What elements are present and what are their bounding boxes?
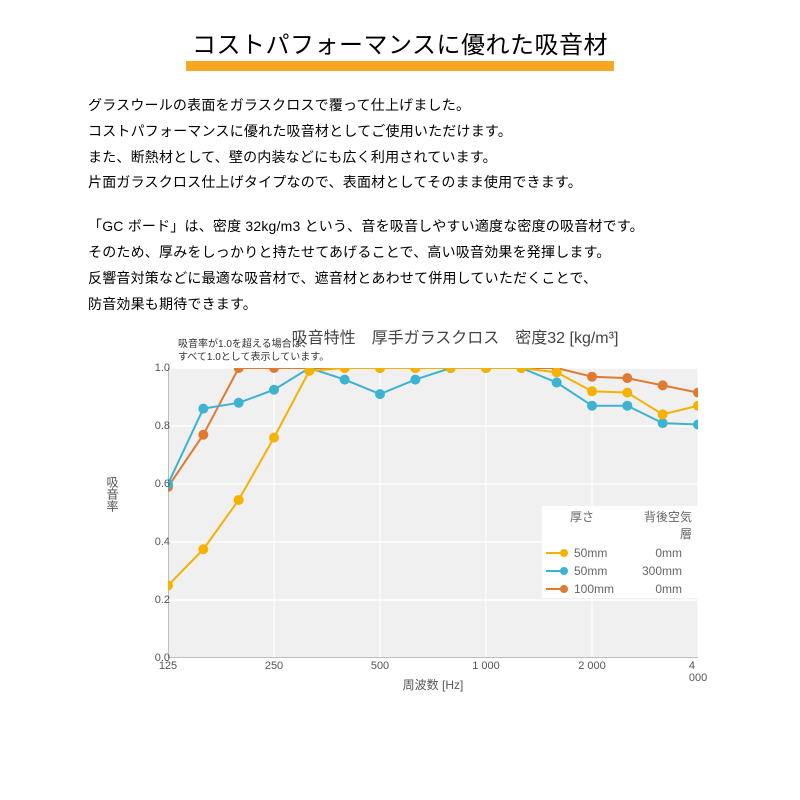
y-tick-label: 0.4 [120, 536, 170, 548]
y-axis-label: 吸音率 [104, 476, 121, 512]
legend-swatch [546, 549, 568, 557]
para1-line2: コストパフォーマンスに優れた吸音材としてご使用いただけます。 [88, 119, 712, 145]
x-tick-label: 125 [159, 660, 177, 672]
para1-line4: 片面ガラスクロス仕上げタイプなので、表面材としてそのまま使用できます。 [88, 170, 712, 196]
legend-row: 100mm0mm [542, 580, 704, 598]
page-title: コストパフォーマンスに優れた吸音材 [186, 28, 614, 71]
para2-line2: そのため、厚みをしっかりと持たせてあげることで、高い吸音効果を発揮します。 [88, 240, 712, 266]
para2-line3: 反響音対策などに最適な吸音材で、遮音材とあわせて併用していただくことで、 [88, 266, 712, 292]
legend-header-airgap: 背後空気層 [638, 508, 692, 542]
legend-row: 50mm0mm [542, 544, 704, 562]
chart-legend: 厚さ 背後空気層 50mm0mm50mm300mm100mm0mm [542, 506, 704, 598]
y-tick-label: 0.8 [120, 420, 170, 432]
legend-swatch [546, 567, 568, 575]
y-tick-label: 0.2 [120, 594, 170, 606]
y-tick-label: 1.0 [120, 362, 170, 374]
legend-header-thickness: 厚さ [570, 508, 624, 542]
absorption-chart: 吸音特性 厚手ガラスクロス 密度32 [kg/m³] 吸音率が1.0を超える場合… [90, 324, 710, 704]
intro-text: グラスウールの表面をガラスクロスで覆って仕上げました。 コストパフォーマンスに優… [0, 93, 800, 318]
x-tick-label: 500 [371, 660, 389, 672]
y-tick-label: 0.6 [120, 478, 170, 490]
para2-line4: 防音効果も期待できます。 [88, 292, 712, 318]
legend-airgap: 0mm [628, 582, 682, 596]
para1-line3: また、断熱材として、壁の内装などにも広く利用されています。 [88, 145, 712, 171]
legend-airgap: 0mm [628, 546, 682, 560]
x-tick-label: 4 000 [689, 660, 707, 684]
legend-thickness: 50mm [574, 546, 628, 560]
x-tick-label: 1 000 [472, 660, 500, 672]
legend-row: 50mm300mm [542, 562, 704, 580]
legend-thickness: 50mm [574, 564, 628, 578]
x-tick-label: 2 000 [578, 660, 606, 672]
para1-line1: グラスウールの表面をガラスクロスで覆って仕上げました。 [88, 93, 712, 119]
legend-swatch [546, 585, 568, 593]
chart-note: 吸音率が1.0を超える場合は、 すべて1.0として表示しています。 [178, 338, 329, 365]
para2-line1: 「GC ボード」は、密度 32kg/m3 という、音を吸音しやすい適度な密度の吸… [88, 214, 712, 240]
x-tick-label: 250 [265, 660, 283, 672]
legend-airgap: 300mm [628, 564, 682, 578]
x-axis-label: 周波数 [Hz] [168, 676, 698, 693]
legend-thickness: 100mm [574, 582, 628, 596]
